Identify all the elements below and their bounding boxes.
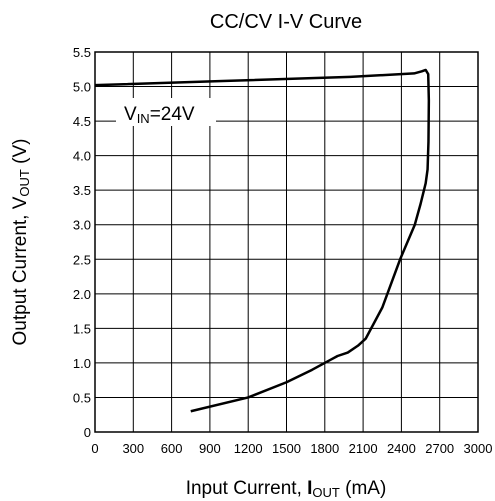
x-label-sub: OUT (312, 485, 340, 500)
y-axis-label: Output Current, VOUT (V) (10, 139, 32, 346)
y-tick-label: 0.5 (73, 390, 91, 405)
x-label-text: Input Current, (186, 478, 307, 499)
x-label-unit: (mA) (340, 478, 386, 499)
x-axis-label: Input Current, IOUT (mA) (186, 478, 387, 500)
chart-title: CC/CV I-V Curve (210, 11, 362, 33)
x-tick-label: 900 (199, 441, 221, 456)
y-tick-label: 4.5 (73, 114, 91, 129)
x-tick-label: 0 (91, 441, 98, 456)
y-tick-label: 1.5 (73, 321, 91, 336)
x-tick-label: 1500 (272, 441, 301, 456)
y-tick-label: 3.0 (73, 218, 91, 233)
annotation-main: V (124, 104, 137, 125)
annotation-sub: IN (137, 111, 150, 126)
x-tick-label: 2700 (425, 441, 454, 456)
x-tick-label: 2100 (349, 441, 378, 456)
x-tick-label: 1800 (310, 441, 339, 456)
x-tick-label: 300 (122, 441, 144, 456)
y-tick-label: 2.0 (73, 287, 91, 302)
y-label-sub: OUT (17, 169, 32, 197)
x-tick-label: 3000 (464, 441, 493, 456)
x-tick-label: 1200 (234, 441, 263, 456)
annotation: VIN=24V (124, 104, 195, 126)
y-tick-label: 0 (84, 425, 91, 440)
data-line (94, 68, 431, 413)
y-label-unit: (V) (10, 139, 31, 170)
plot-frame (94, 51, 479, 433)
y-tick-label: 1.0 (73, 356, 91, 371)
y-tick-label: 5.0 (73, 80, 91, 95)
y-tick-label: 5.5 (73, 45, 91, 60)
x-label-symbol: I (307, 478, 312, 499)
y-tick-label: 3.5 (73, 183, 91, 198)
y-tick-label: 4.0 (73, 149, 91, 164)
annotation-rest: =24V (150, 104, 195, 125)
x-tick-label: 600 (161, 441, 183, 456)
x-tick-label: 2400 (387, 441, 416, 456)
annotation-box (116, 98, 216, 126)
y-tick-label: 2.5 (73, 252, 91, 267)
y-label-text: Output Current, V (10, 196, 31, 345)
